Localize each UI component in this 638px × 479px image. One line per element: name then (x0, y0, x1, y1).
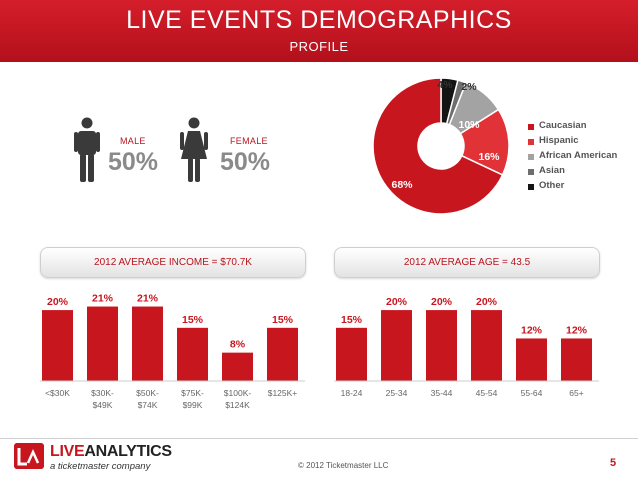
age-bar (381, 310, 412, 381)
legend-label: Other (539, 180, 565, 191)
income-bar (132, 306, 163, 381)
age-tick-label: 65+ (569, 388, 583, 398)
income-tick-label: $99K (183, 400, 203, 410)
male-person-icon (74, 117, 100, 182)
age-data-label: 20% (476, 296, 498, 308)
header-banner: LIVE EVENTS DEMOGRAPHICS PROFILE (0, 0, 638, 62)
income-tick-label: $30K- (91, 388, 114, 398)
logo-live: LIVE (50, 443, 85, 460)
income-tick-label: $50K- (136, 388, 159, 398)
copyright-text: © 2012 Ticketmaster LLC (298, 461, 389, 470)
pie-slice-caucasian (372, 77, 504, 215)
logo-analytics: ANALYTICS (84, 443, 172, 460)
income-tick-label: $125K+ (268, 388, 298, 398)
page-subtitle: PROFILE (289, 39, 349, 54)
pie-label-hispanic: 16% (478, 151, 500, 163)
pie-label-asian: 2% (461, 81, 477, 93)
age-tick-label: 35-44 (431, 388, 453, 398)
age-bar (516, 338, 547, 381)
income-tick-label: <$30K (45, 388, 70, 398)
income-bar (267, 327, 298, 381)
income-tick-label: $75K- (181, 388, 204, 398)
age-data-label: 20% (386, 296, 408, 308)
age-bar (471, 310, 502, 381)
income-bar (177, 327, 208, 381)
female-label: FEMALE (230, 136, 268, 146)
legend-label: Asian (539, 165, 565, 176)
page-title: LIVE EVENTS DEMOGRAPHICS (126, 6, 512, 34)
age-data-label: 20% (431, 296, 453, 308)
income-data-label: 21% (137, 293, 159, 305)
age-data-label: 12% (566, 324, 588, 336)
liveanalytics-logo-icon (14, 443, 44, 469)
legend-swatch (528, 184, 534, 190)
income-tick-label: $49K (93, 400, 113, 410)
income-tick-label: $74K (138, 400, 158, 410)
income-data-label: 20% (47, 296, 69, 308)
age-tick-label: 25-34 (386, 388, 408, 398)
legend-label: Hispanic (539, 135, 579, 146)
income-data-label: 21% (92, 293, 114, 305)
income-bar (222, 352, 253, 381)
page-number: 5 (610, 457, 617, 469)
income-bar (87, 306, 118, 381)
ethnicity-donut-chart: 68% 16% 10% 2% 4% (372, 77, 510, 215)
age-tick-label: 55-64 (521, 388, 543, 398)
legend-swatch (528, 139, 534, 145)
age-tick-label: 18-24 (341, 388, 363, 398)
age-bar (561, 338, 592, 381)
legend-swatch (528, 169, 534, 175)
income-bar (42, 310, 73, 381)
income-bar-chart: 20% <$30K 21% $30K- $49K 21% $50K- $74K 15% $75K-… (40, 293, 305, 410)
male-value: 50% (108, 148, 159, 176)
age-bar (336, 327, 367, 381)
age-average-band: 2012 AVERAGE AGE = 43.5 (334, 247, 600, 278)
pie-label-african-american: 10% (458, 119, 480, 131)
legend-swatch (528, 154, 534, 160)
age-data-label: 12% (521, 324, 543, 336)
footer-logo-text: LIVEANALYTICS (50, 443, 172, 461)
income-tick-label: $124K (225, 400, 250, 410)
income-data-label: 15% (182, 314, 204, 326)
footer-tagline: a ticketmaster company (50, 461, 151, 472)
footer-divider (0, 438, 638, 439)
age-tick-label: 45-54 (476, 388, 498, 398)
income-average-band: 2012 AVERAGE INCOME = $70.7K (40, 247, 306, 278)
income-data-label: 8% (230, 339, 246, 351)
income-data-label: 15% (272, 314, 294, 326)
age-data-label: 15% (341, 314, 363, 326)
age-bar-chart: 15% 18-24 20% 25-34 20% 35-44 20% 45-54 12% 55-64… (334, 296, 599, 398)
income-tick-label: $100K- (224, 388, 252, 398)
pie-label-caucasian: 68% (391, 179, 413, 191)
legend-label: Caucasian (539, 120, 587, 131)
female-person-icon (180, 117, 208, 182)
legend-label: African American (539, 150, 618, 161)
male-label: MALE (120, 136, 146, 146)
female-value: 50% (220, 148, 271, 176)
age-bar (426, 310, 457, 381)
legend-swatch (528, 124, 534, 130)
pie-label-other: 4% (437, 79, 453, 91)
